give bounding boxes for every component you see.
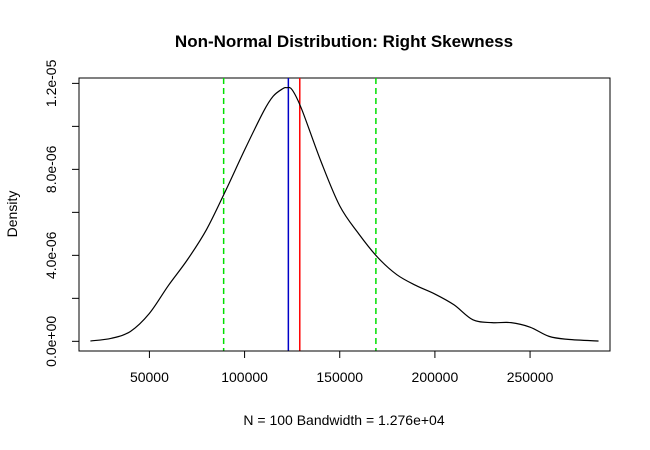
x-axis-label: N = 100 Bandwidth = 1.276e+04 xyxy=(243,412,444,428)
y-axis: 0.0e+00 4.0e-06 8.0e-06 1.2e-05 xyxy=(43,59,80,367)
x-tick-label-2: 150000 xyxy=(316,369,363,385)
y-tick-label-0: 0.0e+00 xyxy=(43,316,59,367)
density-curve xyxy=(90,86,599,342)
y-tick-label-2: 4.0e-06 xyxy=(43,231,59,279)
reference-lines xyxy=(222,78,377,351)
x-tick-label-4: 250000 xyxy=(507,369,554,385)
x-axis: 50000 100000 150000 200000 250000 xyxy=(130,350,554,385)
x-tick-label-1: 100000 xyxy=(221,369,268,385)
chart-title: Non-Normal Distribution: Right Skewness xyxy=(175,32,513,51)
x-tick-label-3: 200000 xyxy=(412,369,459,385)
y-tick-label-4: 8.0e-06 xyxy=(43,145,59,193)
y-axis-label: Density xyxy=(4,191,20,238)
y-tick-label-6: 1.2e-05 xyxy=(43,59,59,107)
density-curve-layer xyxy=(90,86,599,342)
x-tick-label-0: 50000 xyxy=(130,369,169,385)
